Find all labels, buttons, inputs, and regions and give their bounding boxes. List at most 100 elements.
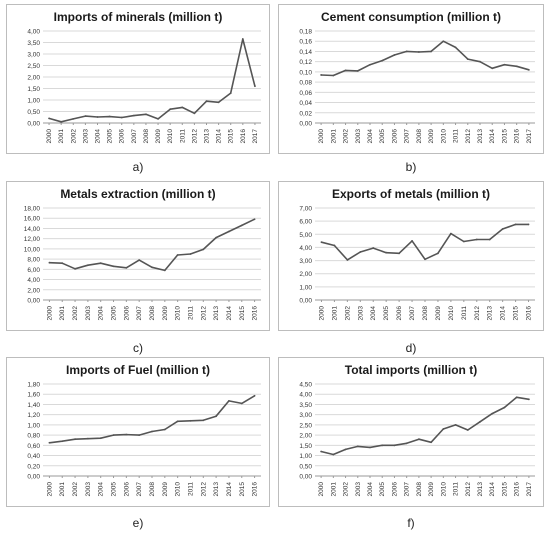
y-tick-label: 2,00	[27, 287, 40, 294]
x-tick-label: 2005	[107, 129, 114, 144]
y-tick-label: 2,00	[27, 75, 40, 82]
data-point	[320, 450, 323, 453]
x-tick-label: 2013	[204, 129, 211, 144]
x-tick-label: 2010	[167, 129, 174, 144]
data-point	[48, 117, 50, 120]
x-tick-label: 2002	[344, 306, 351, 321]
data-point	[240, 402, 243, 405]
data-point	[215, 415, 218, 418]
x-tick-label: 2001	[330, 482, 337, 497]
y-tick-label: 16,00	[24, 216, 41, 223]
y-tick-label: 6,00	[27, 267, 40, 274]
data-point	[241, 38, 244, 40]
y-tick-label: 2,50	[27, 63, 40, 70]
y-tick-label: 1,00	[27, 422, 40, 429]
y-tick-label: 0,00	[27, 474, 40, 481]
y-tick-label: 3,00	[27, 52, 40, 59]
x-tick-label: 2016	[514, 129, 521, 144]
y-tick-label: 3,00	[299, 412, 312, 419]
chart-panel-1: Imports of minerals (million t) 0,00 0,50 1…	[6, 4, 270, 154]
data-point	[442, 40, 445, 43]
y-tick-label: 4,00	[27, 29, 40, 36]
data-point	[501, 228, 504, 230]
chart-caption: f)	[407, 516, 415, 530]
data-point	[108, 115, 111, 118]
data-point	[193, 112, 196, 115]
y-tick-label: 0,02	[299, 110, 312, 117]
x-tick-label: 2014	[500, 306, 507, 321]
x-tick-label: 2011	[453, 482, 460, 496]
x-tick-label: 2005	[111, 306, 118, 321]
data-point	[61, 262, 64, 265]
data-point	[527, 223, 530, 226]
data-point	[466, 429, 469, 431]
x-tick-label: 2011	[461, 306, 468, 320]
x-tick-label: 2008	[416, 129, 423, 144]
x-tick-label: 2003	[85, 306, 92, 321]
x-tick-label: 2013	[487, 306, 494, 321]
y-tick-label: 0,50	[27, 109, 40, 116]
x-tick-label: 2007	[131, 129, 138, 144]
chart-svg: Exports of metals (million t) 0,00 1,00 2,0…	[299, 187, 535, 321]
y-tick-label: 0,00	[299, 298, 312, 305]
chart-caption: d)	[405, 341, 417, 355]
data-point	[332, 453, 335, 456]
x-tick-label: 2011	[179, 129, 186, 143]
x-tick-label: 2009	[162, 482, 169, 497]
data-point	[405, 442, 408, 445]
x-tick-label: 2007	[404, 129, 411, 144]
y-tick-label: 0,08	[299, 80, 312, 87]
x-tick-label: 2001	[330, 129, 337, 144]
x-tick-label: 2011	[187, 482, 194, 496]
y-tick-label: 0,06	[299, 90, 312, 97]
data-point	[86, 437, 89, 440]
x-tick-label: 2016	[252, 482, 259, 497]
x-tick-label: 2008	[149, 482, 156, 497]
x-tick-label: 2004	[367, 482, 374, 497]
series-line	[49, 395, 256, 444]
series-line	[49, 218, 255, 272]
data-point	[372, 247, 375, 249]
data-point	[112, 434, 115, 437]
x-tick-label: 2007	[136, 306, 143, 321]
chart-panel-5: Imports of Fuel (million t) 0,00 0,20 0,40 0…	[6, 357, 270, 507]
x-tick-label: 2002	[343, 129, 350, 144]
data-point	[417, 438, 420, 441]
data-point	[181, 106, 184, 109]
x-tick-label: 2003	[85, 482, 92, 497]
y-tick-label: 0,00	[27, 298, 40, 305]
y-tick-label: 2,00	[299, 433, 312, 440]
data-point	[60, 120, 63, 123]
x-tick-label: 2007	[409, 306, 416, 321]
y-tick-label: 3,00	[299, 258, 312, 265]
data-point	[125, 266, 128, 269]
data-point	[138, 434, 141, 437]
data-point	[359, 251, 362, 253]
x-tick-label: 2000	[318, 482, 325, 497]
x-tick-label: 2008	[143, 129, 150, 144]
data-point	[479, 60, 481, 63]
data-point	[151, 430, 153, 433]
x-tick-label: 2014	[226, 306, 233, 321]
y-tick-label: 6,00	[299, 219, 312, 226]
x-tick-label: 2017	[252, 129, 259, 144]
data-point	[202, 419, 205, 422]
data-point	[454, 46, 457, 49]
data-point	[332, 74, 335, 77]
series-line	[48, 38, 256, 123]
data-point	[417, 51, 420, 53]
data-point	[320, 74, 323, 76]
data-point	[369, 446, 371, 449]
data-point	[145, 113, 147, 116]
chart-panel-2: Cement consumption (million t) 0,00 0,02 0,…	[278, 4, 544, 154]
data-point	[240, 224, 243, 227]
chart-caption: e)	[132, 516, 144, 530]
data-point	[442, 428, 445, 430]
x-tick-label: 2011	[187, 306, 194, 320]
x-tick-label: 2006	[396, 306, 403, 321]
x-tick-label: 2014	[226, 482, 233, 497]
data-point	[462, 240, 465, 243]
x-tick-label: 2000	[46, 129, 53, 144]
y-tick-label: 0,20	[27, 463, 40, 470]
